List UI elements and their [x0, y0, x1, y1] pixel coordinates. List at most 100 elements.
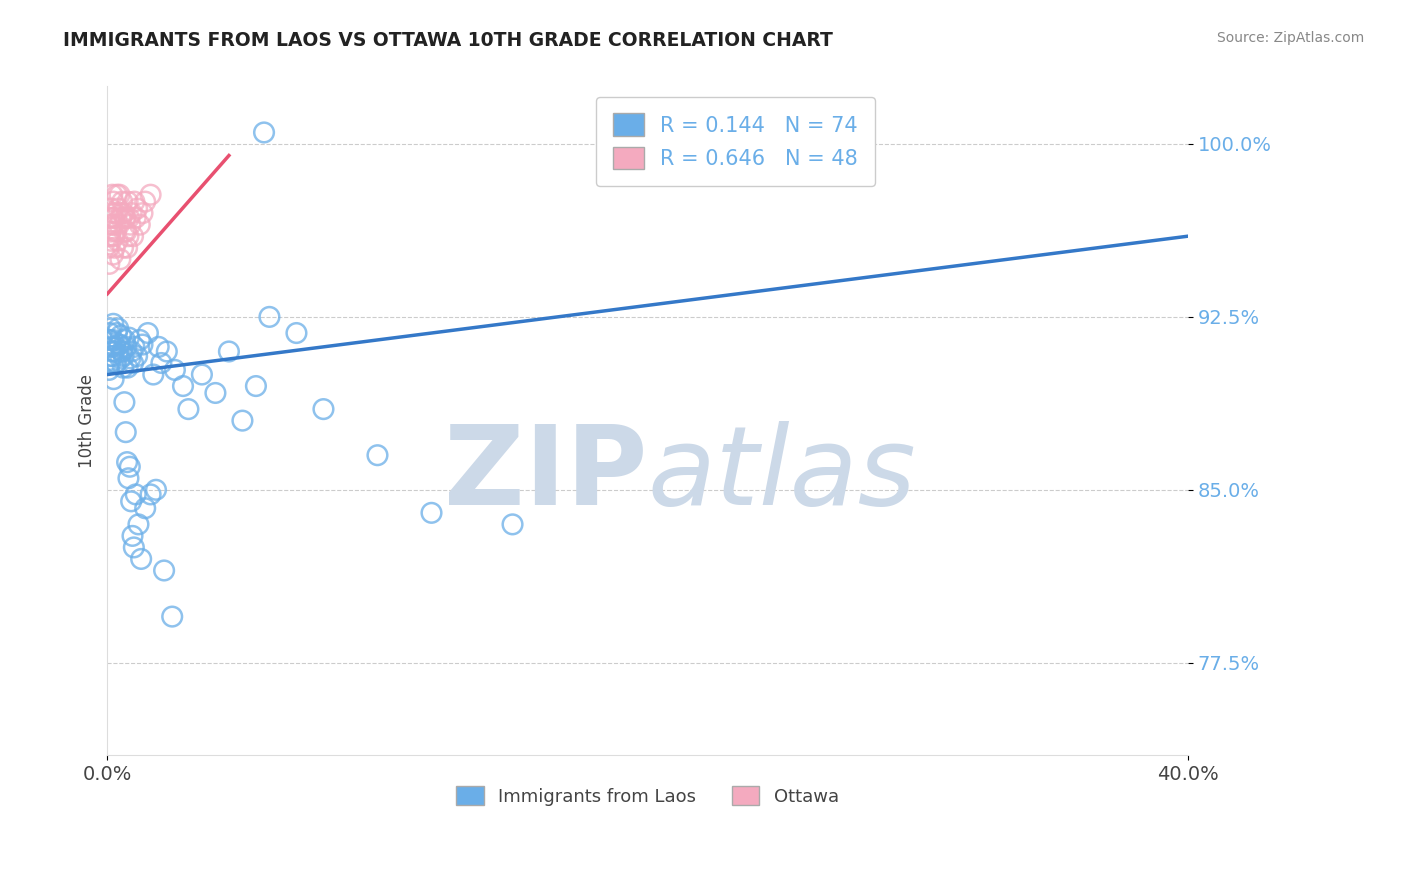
Point — [134, 194, 156, 209]
Point — [107, 234, 129, 248]
Point — [108, 337, 131, 351]
Point — [98, 333, 121, 347]
Point — [117, 360, 139, 375]
Point — [139, 187, 162, 202]
Point — [114, 425, 136, 439]
Point — [127, 202, 149, 216]
Point — [101, 344, 124, 359]
Point — [98, 211, 121, 225]
Point — [111, 194, 134, 209]
Point — [129, 552, 152, 566]
Point — [101, 187, 124, 202]
Point — [118, 211, 141, 225]
Point — [98, 229, 121, 244]
Point — [145, 483, 167, 497]
Point — [259, 310, 281, 324]
Point — [112, 241, 135, 255]
Point — [110, 351, 132, 366]
Point — [98, 326, 121, 340]
Point — [103, 194, 125, 209]
Point — [104, 356, 127, 370]
Point — [148, 340, 170, 354]
Text: IMMIGRANTS FROM LAOS VS OTTAWA 10TH GRADE CORRELATION CHART: IMMIGRANTS FROM LAOS VS OTTAWA 10TH GRAD… — [63, 31, 834, 50]
Point — [121, 344, 143, 359]
Point — [110, 211, 132, 225]
Point — [160, 609, 183, 624]
Point — [122, 229, 145, 244]
Point — [120, 218, 142, 232]
Point — [100, 340, 122, 354]
Point — [108, 218, 131, 232]
Point — [100, 218, 122, 232]
Point — [112, 225, 135, 239]
Point — [122, 541, 145, 555]
Point — [103, 372, 125, 386]
Point — [218, 344, 240, 359]
Point — [128, 218, 150, 232]
Point — [124, 194, 146, 209]
Point — [128, 333, 150, 347]
Point — [114, 333, 136, 347]
Point — [118, 459, 141, 474]
Point — [98, 225, 121, 239]
Point — [101, 333, 124, 347]
Point — [107, 202, 129, 216]
Point — [156, 344, 179, 359]
Point — [105, 356, 128, 370]
Point — [103, 211, 125, 225]
Point — [98, 356, 121, 370]
Point — [104, 206, 127, 220]
Point — [366, 448, 388, 462]
Point — [118, 331, 141, 345]
Point — [103, 317, 125, 331]
Point — [153, 564, 176, 578]
Point — [134, 501, 156, 516]
Point — [114, 211, 136, 225]
Point — [253, 126, 276, 140]
Point — [125, 211, 148, 225]
Point — [111, 344, 134, 359]
Point — [231, 414, 253, 428]
Point — [108, 187, 131, 202]
Y-axis label: 10th Grade: 10th Grade — [79, 374, 96, 467]
Point — [100, 234, 122, 248]
Point — [110, 252, 132, 267]
Point — [110, 328, 132, 343]
Point — [245, 379, 267, 393]
Point — [117, 194, 139, 209]
Point — [115, 340, 138, 354]
Point — [115, 241, 138, 255]
Point — [127, 517, 149, 532]
Text: Source: ZipAtlas.com: Source: ZipAtlas.com — [1216, 31, 1364, 45]
Point — [121, 206, 143, 220]
Point — [124, 340, 146, 354]
Point — [97, 333, 120, 347]
Point — [100, 321, 122, 335]
Point — [131, 337, 153, 351]
Text: ZIP: ZIP — [444, 421, 648, 527]
Point — [103, 229, 125, 244]
Point — [101, 247, 124, 261]
Point — [103, 344, 125, 359]
Point — [105, 225, 128, 239]
Point — [150, 356, 173, 370]
Point — [97, 241, 120, 255]
Point — [312, 402, 335, 417]
Point — [112, 206, 135, 220]
Point — [111, 206, 134, 220]
Point — [191, 368, 214, 382]
Point — [111, 344, 134, 359]
Point — [163, 363, 186, 377]
Point — [105, 187, 128, 202]
Point — [177, 402, 200, 417]
Point — [121, 529, 143, 543]
Point — [101, 349, 124, 363]
Point — [117, 229, 139, 244]
Point — [142, 368, 165, 382]
Point — [112, 360, 135, 375]
Point — [120, 351, 142, 366]
Point — [100, 349, 122, 363]
Point — [115, 455, 138, 469]
Point — [98, 363, 121, 377]
Point — [98, 257, 121, 271]
